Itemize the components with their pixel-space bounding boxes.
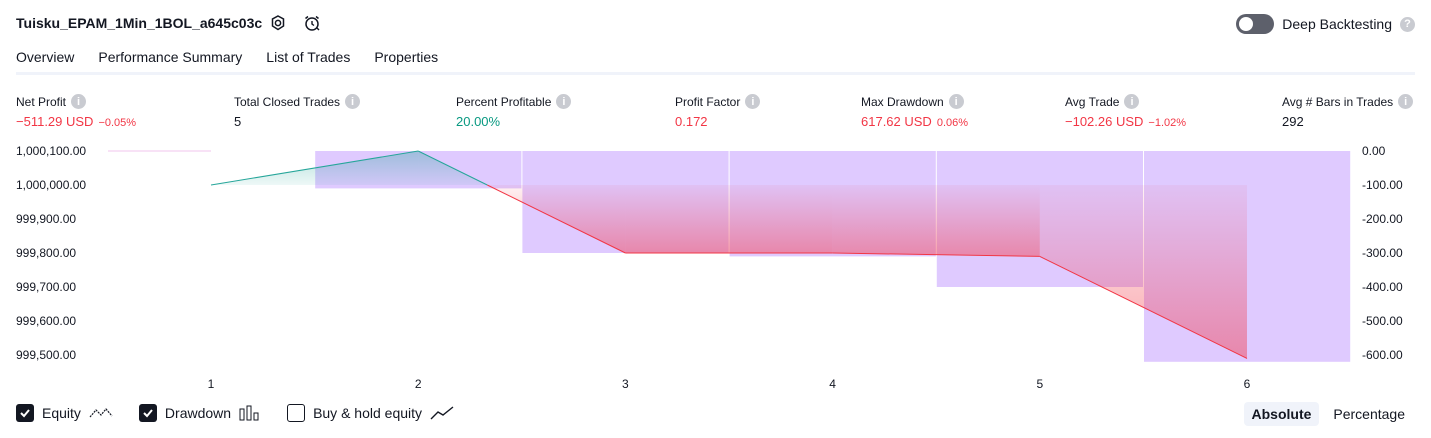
x-axis-tick: 1 (208, 377, 215, 391)
metric-net-profit: Net Profit i −511.29 USD −0.05% (16, 94, 136, 129)
right-axis-tick: -600.00 (1362, 348, 1403, 362)
right-axis-tick: -500.00 (1362, 314, 1403, 328)
strategy-title: Tuisku_EPAM_1Min_1BOL_a645c03c (16, 15, 263, 31)
right-axis-tick: -400.00 (1362, 280, 1403, 294)
buy-hold-checkbox[interactable] (287, 404, 306, 422)
legend-buy-hold-equity[interactable]: Buy & hold equity (287, 404, 454, 422)
metric-label: Avg Trade (1065, 94, 1120, 109)
metric-percent: 0.06% (936, 117, 969, 129)
tab-overview[interactable]: Overview (16, 49, 75, 75)
metric-label: Max Drawdown (861, 94, 944, 109)
metric-percent-profitable: Percent Profitable i 20.00% (456, 94, 572, 129)
left-axis-tick: 999,500.00 (16, 348, 76, 362)
info-icon[interactable]: i (345, 94, 361, 109)
metric-label: Net Profit (16, 94, 67, 109)
metric-max-drawdown: Max Drawdown i 617.62 USD 0.06% (861, 94, 968, 129)
metric-label: Profit Factor (675, 94, 741, 109)
metric-percent: −1.02% (1148, 117, 1187, 129)
chart-legend: Equity Drawdown Buy & hold equity (16, 404, 454, 422)
info-icon[interactable]: i (745, 94, 761, 109)
metric-avg-trade: Avg Trade i −102.26 USD −1.02% (1065, 94, 1186, 129)
right-axis-tick: -200.00 (1362, 212, 1403, 226)
right-axis-tick: -100.00 (1362, 178, 1403, 192)
metric-value: 292 (1282, 114, 1304, 129)
tab-performance-summary[interactable]: Performance Summary (98, 49, 243, 65)
deep-backtesting-toggle[interactable] (1236, 14, 1275, 34)
metric-percent: −0.05% (98, 117, 137, 129)
legend-label: Drawdown (164, 405, 232, 421)
metric-label: Avg # Bars in Trades (1282, 94, 1394, 109)
x-axis-tick: 6 (1244, 377, 1251, 391)
left-axis-tick: 999,700.00 (16, 280, 76, 294)
equity-line-icon (89, 408, 113, 418)
buy-hold-line-icon (430, 406, 454, 420)
metric-label: Total Closed Trades (234, 94, 341, 109)
left-axis-tick: 999,900.00 (16, 212, 76, 226)
drawdown-checkbox[interactable] (138, 404, 157, 422)
legend-label: Equity (42, 405, 81, 421)
info-icon[interactable]: i (948, 94, 964, 109)
x-axis-tick: 4 (829, 377, 836, 391)
legend-label: Buy & hold equity (313, 405, 423, 421)
info-icon[interactable]: i (1398, 94, 1414, 109)
right-axis-tick: -300.00 (1362, 246, 1403, 260)
metric-value: 617.62 USD (861, 114, 932, 129)
left-axis-tick: 999,600.00 (16, 314, 76, 328)
equity-negative-area (625, 185, 833, 253)
tab-bar: Overview Performance Summary List of Tra… (16, 49, 439, 75)
equity-negative-area (1039, 185, 1247, 359)
mode-percentage[interactable]: Percentage (1333, 406, 1405, 422)
info-icon[interactable]: i (1124, 94, 1140, 109)
equity-line-segment (417, 150, 488, 186)
metric-total-closed-trades: Total Closed Trades i 5 (234, 94, 361, 129)
help-icon[interactable]: ? (1400, 16, 1415, 32)
display-mode-switch: Absolute Percentage (1243, 402, 1414, 426)
equity-checkbox[interactable] (16, 404, 34, 422)
equity-negative-area (832, 185, 1040, 257)
metric-value: 20.00% (456, 114, 501, 129)
right-axis-tick: 0.00 (1362, 144, 1386, 158)
tab-list-of-trades[interactable]: List of Trades (266, 49, 351, 65)
equity-line-segment (1039, 255, 1248, 359)
drawdown-bars-icon (239, 405, 259, 421)
info-icon[interactable]: i (71, 94, 87, 109)
legend-drawdown[interactable]: Drawdown (138, 404, 261, 422)
metric-label: Percent Profitable (456, 94, 552, 109)
alarm-clock-icon[interactable] (303, 14, 321, 32)
info-icon[interactable]: i (556, 94, 572, 109)
equity-drawdown-chart: 1,000,100.00 1,000,000.00 999,900.00 999,80… (16, 144, 1403, 391)
left-axis-tick: 999,800.00 (16, 246, 76, 260)
left-axis-tick: 1,000,100.00 (16, 144, 86, 158)
metric-value: 0.172 (675, 114, 708, 129)
metric-avg-bars-in-trades: Avg # Bars in Trades i 292 (1282, 94, 1414, 129)
left-axis-tick: 1,000,000.00 (16, 178, 86, 192)
deep-backtesting-control: Deep Backtesting ? (1236, 14, 1415, 34)
tab-properties[interactable]: Properties (374, 49, 439, 65)
metric-profit-factor: Profit Factor i 0.172 (675, 94, 761, 129)
tab-divider (16, 72, 1415, 75)
x-axis-tick: 3 (622, 377, 629, 391)
metric-value: 5 (234, 114, 242, 129)
toggle-knob (1239, 17, 1254, 31)
x-axis-tick: 2 (415, 377, 422, 391)
legend-equity[interactable]: Equity (16, 404, 113, 422)
metric-value: −511.29 USD (16, 114, 94, 129)
metric-value: −102.26 USD (1065, 114, 1144, 129)
equity-line-segment (832, 252, 1040, 257)
mode-absolute[interactable]: Absolute (1243, 402, 1320, 426)
equity-line-segment (210, 150, 419, 186)
equity-line-segment (487, 184, 626, 254)
deep-backtesting-label: Deep Backtesting (1282, 16, 1392, 32)
x-axis-tick: 5 (1036, 377, 1043, 391)
gear-icon[interactable] (269, 14, 287, 32)
